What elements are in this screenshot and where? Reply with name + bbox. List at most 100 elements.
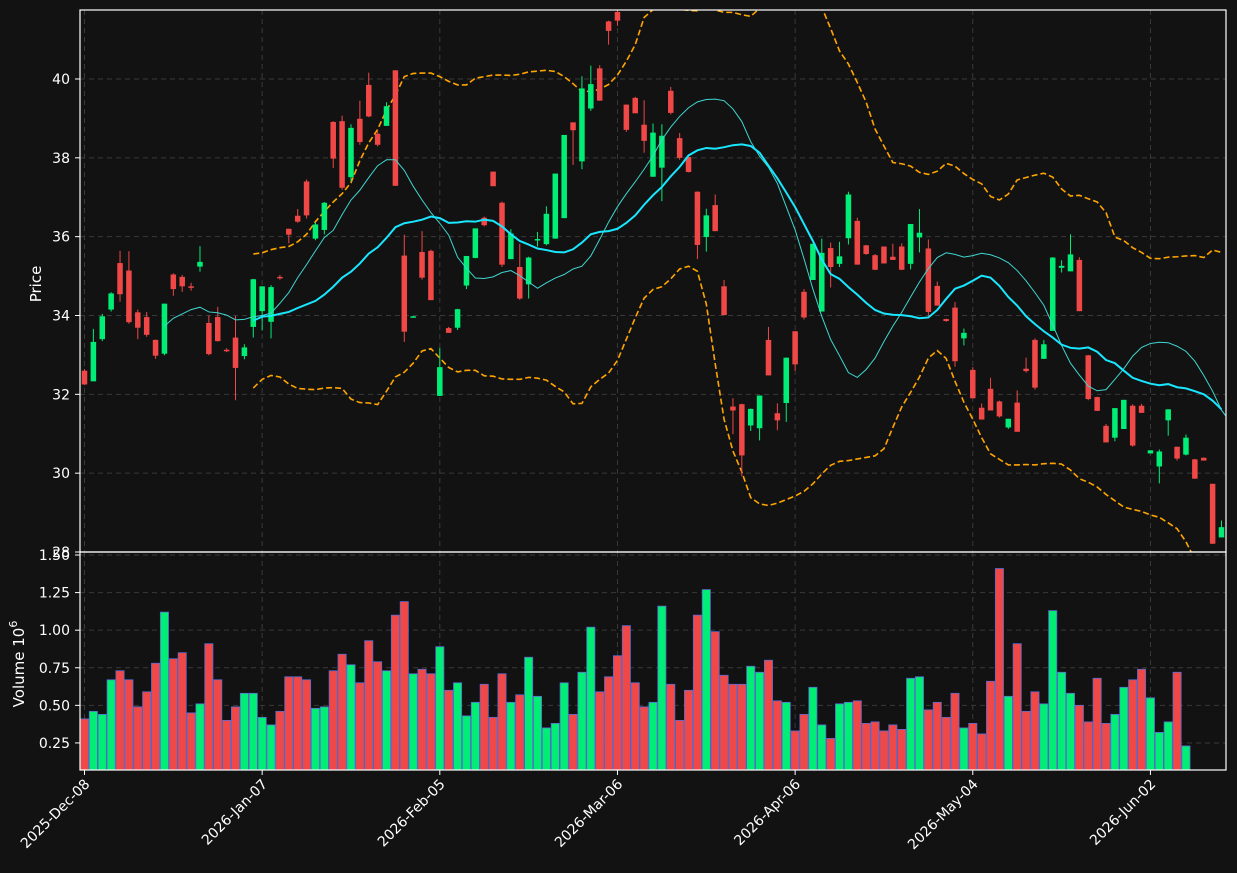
volume-bar-up <box>239 692 249 771</box>
volume-bar-down <box>941 716 951 771</box>
volume-y-tick-label: 1.50 <box>39 548 70 564</box>
volume-bar-down <box>772 700 782 771</box>
candle-body-up <box>543 213 550 245</box>
volume-bar-up <box>159 611 169 771</box>
volume-bar-up <box>266 724 276 771</box>
volume-bar-down <box>1101 722 1111 771</box>
candle-body-down <box>827 248 834 268</box>
candle-body-up <box>99 316 106 340</box>
candle-body-down <box>934 285 941 306</box>
candle-body-up <box>161 303 168 354</box>
band-upper-line <box>253 10 1222 260</box>
volume-bar-down <box>1074 704 1084 771</box>
volume-bar-down <box>168 658 178 771</box>
candle-body-down <box>925 248 932 312</box>
candle-body-down <box>1103 425 1109 443</box>
volume-bar-down <box>1021 710 1031 771</box>
candle-body-down <box>685 157 692 173</box>
volume-bar-up <box>701 589 711 771</box>
ma-short-line <box>164 98 1226 418</box>
volume-bar-down <box>684 689 694 771</box>
candle-body-down <box>676 138 683 158</box>
volume-bar-up <box>1163 721 1173 771</box>
volume-bar-down <box>302 679 312 771</box>
candle-body-down <box>774 413 781 421</box>
candle-body-down <box>303 181 310 216</box>
volume-bar-down <box>284 676 294 771</box>
volume-bar-down <box>515 694 525 771</box>
candle-body-up <box>463 255 470 286</box>
candle-body-down <box>721 286 727 316</box>
x-tick-label: 2026-Mar-06 <box>552 776 626 850</box>
volume-bar-up <box>257 716 267 771</box>
volume-bar-down <box>932 701 942 771</box>
volume-bar-down <box>870 721 880 771</box>
volume-bar-down <box>675 719 685 771</box>
volume-bar-up <box>541 727 551 771</box>
candle-body-up <box>250 279 257 327</box>
candle-body-up <box>961 332 967 339</box>
candle-body-down <box>952 307 958 362</box>
candle-body-up <box>525 257 532 285</box>
candle-body-down <box>445 328 452 333</box>
candle-body-down <box>872 255 878 270</box>
candle-body-down <box>730 406 736 411</box>
volume-bar-down <box>666 683 676 771</box>
volume-bar-up <box>1181 745 1191 771</box>
candle-body-down <box>392 70 399 186</box>
volume-bar-down <box>142 691 152 771</box>
volume-bar-down <box>124 679 134 771</box>
volume-bar-down <box>1092 677 1102 771</box>
volume-bar-up <box>1119 686 1129 771</box>
volume-bar-down <box>497 673 507 771</box>
volume-bar-down <box>763 659 773 771</box>
volume-bar-down <box>399 601 409 771</box>
volume-bar-down <box>328 670 338 771</box>
volume-bar-down <box>728 683 738 771</box>
candle-body-up <box>1067 254 1074 272</box>
candle-body-down <box>996 401 1003 417</box>
x-tick-label: 2025-Dec-08 <box>18 777 93 852</box>
candle-body-down <box>374 133 381 145</box>
candle-body-down <box>1200 457 1207 461</box>
volume-bar-up <box>1066 692 1075 771</box>
candle-body-up <box>1183 437 1189 455</box>
volume-bar-down <box>222 719 232 771</box>
volume-bar-down <box>231 706 240 771</box>
volume-bar-down <box>337 653 347 771</box>
volume-bar-down <box>852 700 862 771</box>
volume-bar-up <box>106 679 116 771</box>
moving-averages <box>164 98 1226 418</box>
candle-body-down <box>223 349 230 352</box>
candle-body-down <box>1014 402 1020 432</box>
candle-body-up <box>268 287 274 322</box>
price-y-tick-label: 32 <box>52 387 70 403</box>
candle-body-up <box>241 347 248 357</box>
volume-y-axis: 0.25 0.50 0.75 1.00 1.25 1.50 <box>39 548 80 752</box>
candle-body-up <box>756 395 763 429</box>
candle-body-down <box>1032 339 1038 388</box>
volume-bar-up <box>470 701 480 771</box>
candle-body-down <box>481 217 487 226</box>
candle-body-up <box>312 224 319 239</box>
volume-bar-down <box>1137 668 1147 771</box>
candle-body-down <box>1192 459 1198 479</box>
candle-body-up <box>1112 408 1118 438</box>
volume-bar-down <box>204 643 214 771</box>
volume-bar-down <box>1172 671 1182 771</box>
candle-body-down <box>668 90 674 113</box>
volume-bar-up <box>1039 703 1049 771</box>
volume-bar-down <box>604 676 614 771</box>
candle-body-down <box>712 205 718 232</box>
candle-body-down <box>499 202 505 265</box>
candle-body-up <box>579 88 585 162</box>
candle-body-down <box>863 245 869 254</box>
volume-bar-up <box>88 710 98 771</box>
volume-bar-down <box>986 680 996 771</box>
volume-bar-down <box>639 706 649 771</box>
volume-bar-down <box>1083 721 1093 771</box>
candle-body-down <box>277 276 283 279</box>
candle-body-down <box>232 337 239 368</box>
